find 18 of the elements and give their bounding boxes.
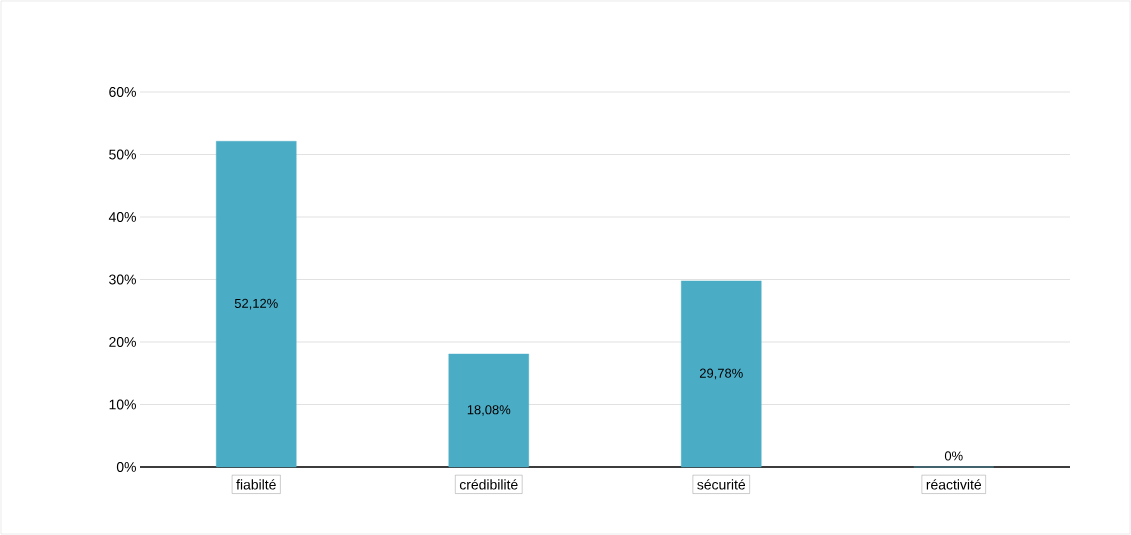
bar (216, 141, 297, 468)
bar (681, 280, 762, 468)
data-label: 29,78% (699, 368, 743, 380)
x-tick-label: sécurité (697, 479, 746, 490)
bar (448, 353, 529, 468)
y-tick-label: 0% (116, 462, 136, 472)
x-tick-label: fiabilté (236, 479, 276, 490)
y-tick-label: 10% (109, 399, 136, 410)
y-tick-label: 40% (108, 212, 136, 222)
x-tick-label: réactivité (926, 479, 982, 490)
data-label: 0% (944, 451, 963, 461)
y-tick-label: 30% (109, 274, 136, 285)
y-tick-label: 60% (109, 87, 136, 97)
y-tick-label: 50% (109, 149, 136, 160)
x-tick-label: crédibilité (459, 479, 518, 490)
y-tick-label: 20% (109, 337, 136, 347)
data-label: 52,12% (234, 298, 278, 310)
data-label: 18,08% (467, 405, 511, 416)
